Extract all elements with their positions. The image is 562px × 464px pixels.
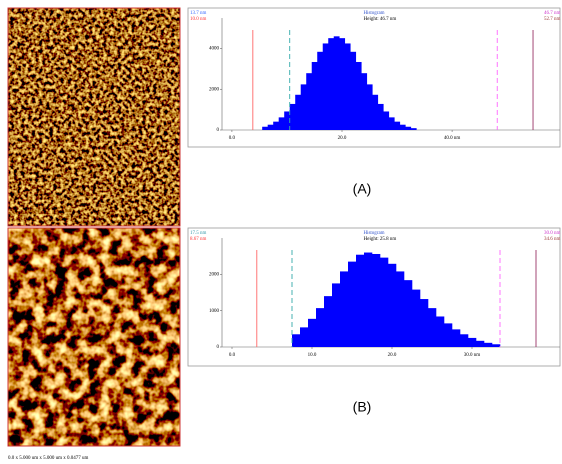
x-tick-label: 30.0 nm: [464, 353, 481, 358]
x-tick-label: 40.0 nm: [444, 136, 461, 141]
bar: [340, 271, 349, 347]
y-tick-label: 2000: [209, 272, 220, 277]
x-tick-label: 10.0: [308, 353, 317, 358]
bar: [410, 128, 417, 130]
cursor-readout: 34.6 nm: [544, 237, 561, 242]
x-tick-label: 20.0: [338, 136, 347, 141]
bar: [377, 103, 384, 130]
cursor-readout: 52.7 nm: [544, 17, 561, 22]
x-tick-label: 0.0: [229, 353, 236, 358]
bar: [267, 124, 274, 130]
afm-image-a: [7, 7, 181, 227]
bar: [380, 257, 389, 347]
bar: [383, 111, 390, 130]
bar: [372, 253, 381, 347]
caption: 0.0 x 5.000 um x 5.000 um x 0.0477 um: [8, 456, 89, 461]
bar: [333, 36, 340, 131]
bar: [399, 124, 406, 130]
bar: [311, 61, 318, 130]
bar: [452, 329, 461, 347]
cursor-readout: 8.67 nm: [190, 237, 207, 242]
chart-subtitle: Height: 25.8 nm: [364, 237, 397, 242]
afm-image-b: [7, 227, 181, 447]
bar: [316, 308, 325, 347]
x-tick-label: 0.0: [229, 136, 236, 141]
panel-label: (A): [353, 181, 372, 197]
image-border: [7, 7, 181, 227]
bar: [476, 340, 485, 347]
chart-title: Histogram: [363, 11, 384, 16]
bar: [412, 289, 421, 347]
bar: [388, 117, 395, 130]
bar: [273, 121, 280, 130]
bar: [324, 296, 333, 347]
y-tick-label: 4000: [209, 47, 220, 52]
bar: [460, 334, 469, 347]
bar: [361, 73, 368, 130]
bar: [328, 38, 335, 130]
x-tick-label: 20.0: [388, 353, 397, 358]
bar: [405, 126, 412, 130]
bar: [366, 84, 373, 130]
bar: [444, 323, 453, 347]
cursor-readout: 17.5 nm: [190, 231, 207, 236]
cursor-readout: 46.7 nm: [544, 11, 561, 16]
bar: [484, 342, 493, 347]
bar: [339, 38, 346, 130]
bar: [364, 252, 373, 347]
bar: [344, 43, 351, 130]
bar: [317, 51, 324, 130]
bar: [289, 103, 296, 130]
bar: [332, 283, 341, 347]
bar: [300, 327, 309, 347]
bar: [348, 261, 357, 347]
bar: [468, 337, 477, 347]
y-tick-label: 2000: [209, 87, 220, 92]
chart-title: Histogram: [363, 231, 384, 236]
bar: [284, 111, 291, 130]
y-tick-label: 1000: [209, 309, 220, 314]
bar: [262, 126, 268, 130]
bar: [492, 344, 501, 347]
bar: [436, 316, 445, 347]
bar: [404, 280, 413, 347]
bar: [355, 61, 362, 130]
cursor-readout: 13.7 nm: [190, 11, 207, 16]
bar: [428, 308, 437, 347]
bar: [372, 94, 379, 130]
bar: [306, 73, 313, 130]
bar: [295, 94, 302, 130]
bar: [350, 51, 357, 130]
panel-label: (B): [353, 399, 372, 415]
bar: [308, 318, 317, 347]
bar: [420, 299, 429, 347]
cursor-readout: 30.0 nm: [544, 231, 561, 236]
cursor-readout: 10.0 nm: [190, 17, 207, 22]
bar: [322, 43, 329, 130]
image-border: [7, 227, 181, 447]
bar: [388, 263, 397, 347]
bar: [394, 121, 401, 130]
bar: [278, 117, 285, 130]
bar: [356, 254, 365, 347]
bar: [396, 271, 405, 347]
bar: [300, 84, 307, 130]
chart-subtitle: Height: 46.7 nm: [364, 17, 397, 22]
bar: [292, 334, 301, 347]
y-tick-label: 0: [217, 128, 220, 133]
y-tick-label: 0: [217, 345, 220, 350]
